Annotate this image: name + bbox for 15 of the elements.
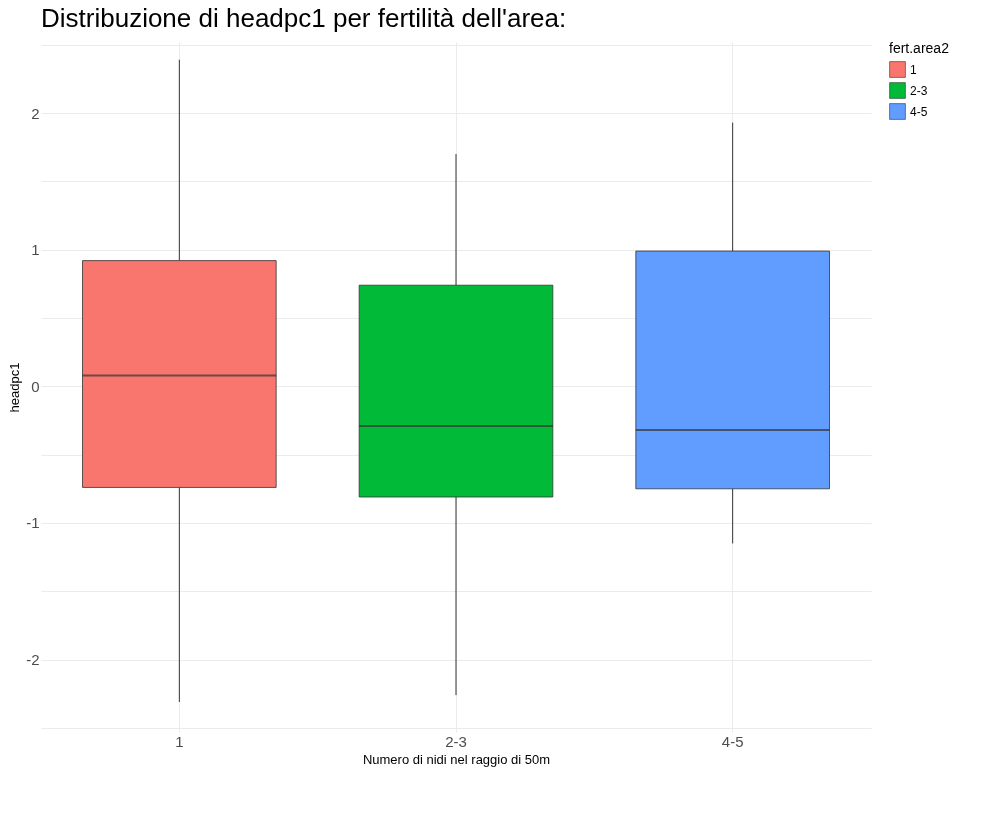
x-tick-label: 1 bbox=[175, 732, 184, 750]
y-tick-label: 0 bbox=[31, 377, 40, 395]
x-axis-title: Numero di nidi nel raggio di 50m bbox=[362, 751, 551, 767]
legend-label: 4-5 bbox=[910, 104, 928, 119]
y-axis-title: headpc1 bbox=[7, 362, 23, 413]
y-tick-label: -1 bbox=[26, 514, 40, 532]
legend-title: fert.area2 bbox=[889, 40, 950, 56]
legend-label: 2-3 bbox=[910, 83, 928, 98]
legend-label: 1 bbox=[910, 62, 917, 77]
x-tick-label: 4-5 bbox=[721, 732, 744, 750]
y-tick-label: -2 bbox=[26, 651, 40, 669]
chart-title: Distribuzione di headpc1 per fertilità dell'area: bbox=[41, 3, 567, 33]
x-tick-label: 2-3 bbox=[445, 732, 467, 750]
y-tick-label: 1 bbox=[31, 241, 40, 259]
y-tick-label: 2 bbox=[31, 104, 40, 122]
